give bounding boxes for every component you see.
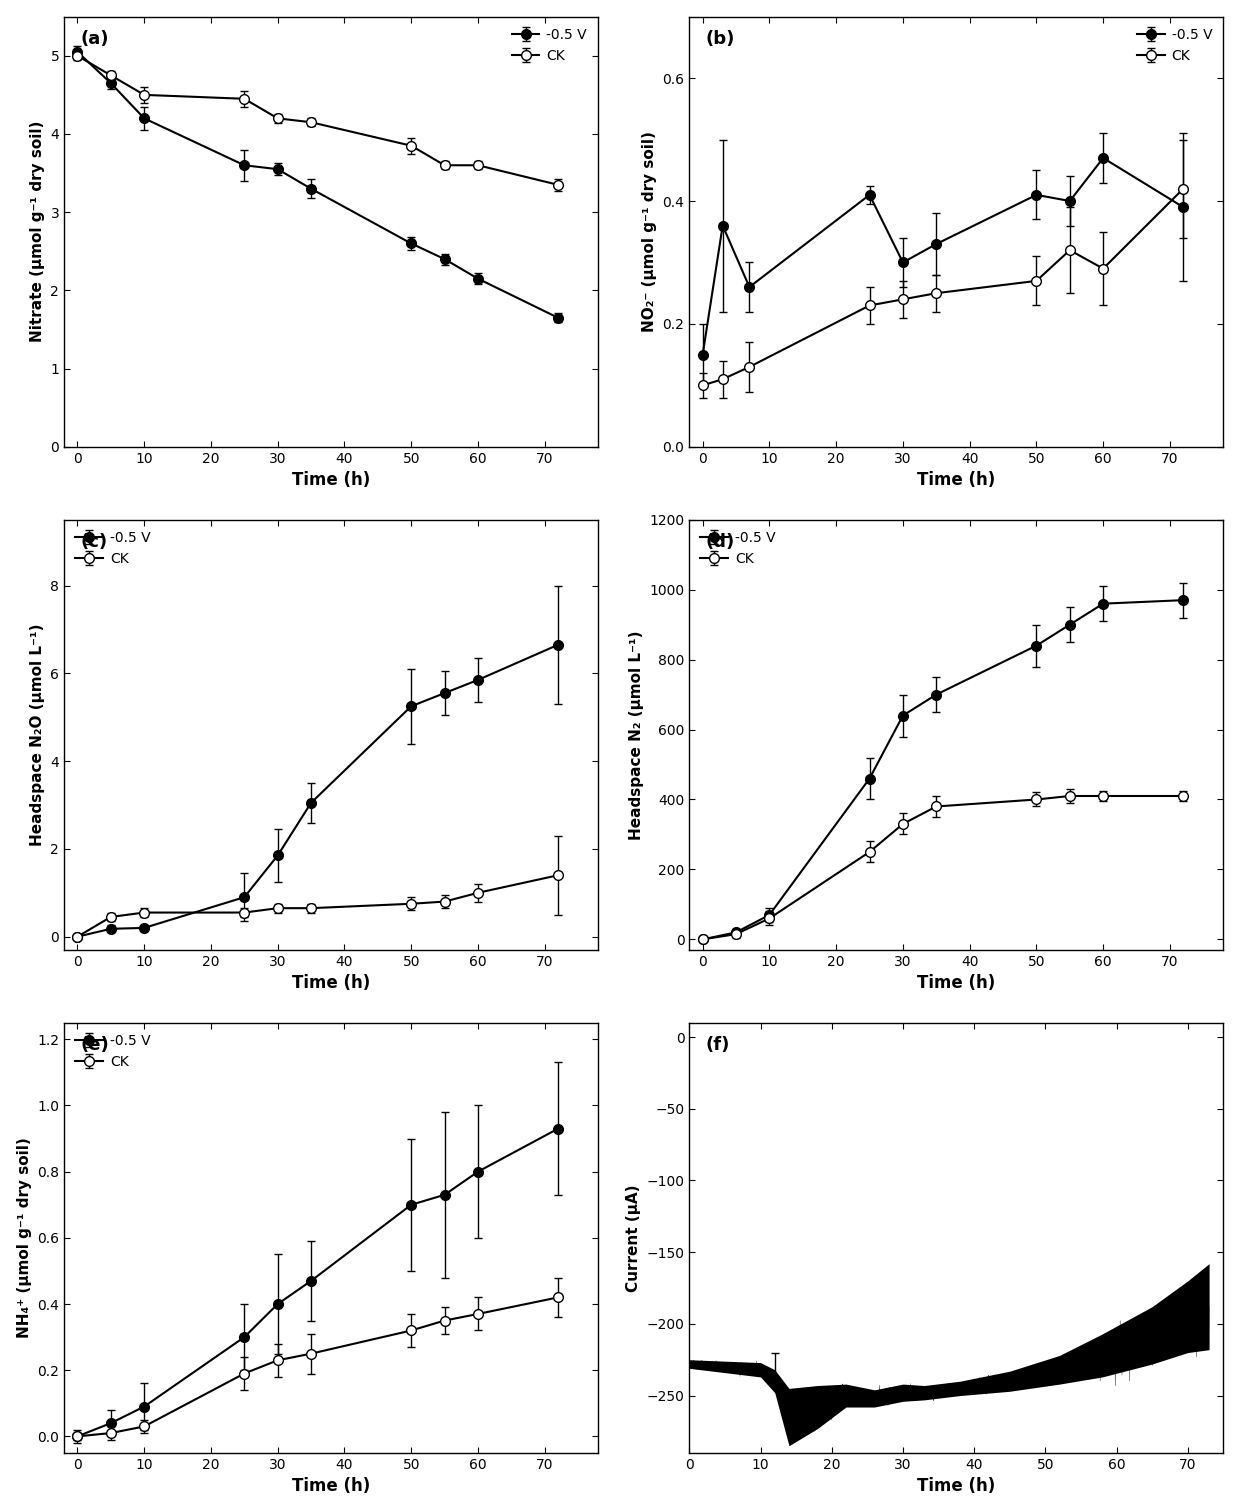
Legend: -0.5 V, CK: -0.5 V, CK [696, 526, 780, 570]
X-axis label: Time (h): Time (h) [291, 974, 371, 992]
X-axis label: Time (h): Time (h) [291, 1477, 371, 1495]
Y-axis label: Headspace N₂ (μmol L⁻¹): Headspace N₂ (μmol L⁻¹) [629, 631, 644, 839]
X-axis label: Time (h): Time (h) [918, 472, 996, 490]
Text: (d): (d) [706, 532, 734, 550]
X-axis label: Time (h): Time (h) [291, 472, 371, 490]
Y-axis label: NO₂⁻ (μmol g⁻¹ dry soil): NO₂⁻ (μmol g⁻¹ dry soil) [642, 132, 657, 333]
Y-axis label: NH₄⁺ (μmol g⁻¹ dry soil): NH₄⁺ (μmol g⁻¹ dry soil) [16, 1137, 32, 1338]
X-axis label: Time (h): Time (h) [918, 1477, 996, 1495]
Y-axis label: Nitrate (μmol g⁻¹ dry soil): Nitrate (μmol g⁻¹ dry soil) [30, 121, 45, 342]
Text: (e): (e) [81, 1036, 109, 1054]
Legend: -0.5 V, CK: -0.5 V, CK [507, 24, 591, 67]
Text: (a): (a) [81, 30, 109, 47]
Text: (c): (c) [81, 532, 107, 550]
Legend: -0.5 V, CK: -0.5 V, CK [1132, 24, 1216, 67]
Legend: -0.5 V, CK: -0.5 V, CK [71, 526, 155, 570]
Y-axis label: Current (μA): Current (μA) [626, 1184, 641, 1291]
Y-axis label: Headspace N₂O (μmol L⁻¹): Headspace N₂O (μmol L⁻¹) [30, 623, 45, 847]
X-axis label: Time (h): Time (h) [918, 974, 996, 992]
Text: (f): (f) [706, 1036, 729, 1054]
Text: (b): (b) [706, 30, 735, 47]
Legend: -0.5 V, CK: -0.5 V, CK [71, 1030, 155, 1074]
